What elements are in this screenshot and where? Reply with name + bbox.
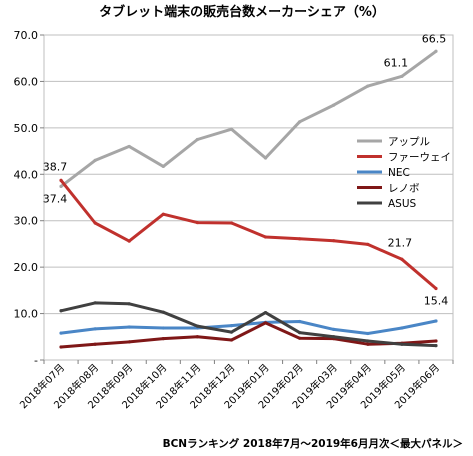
data-point <box>93 158 97 162</box>
data-point <box>298 120 302 124</box>
y-tick-label: 70.0 <box>14 29 39 42</box>
data-point <box>195 220 199 225</box>
data-point <box>332 239 336 243</box>
data-point <box>59 184 63 188</box>
legend-label: ASUS <box>388 198 417 210</box>
data-point <box>366 342 370 346</box>
data-point <box>332 103 336 107</box>
data-point <box>229 330 234 334</box>
y-axis: - 10.0 20.0 30.0 40.0 50.0 60.0 70.0 <box>14 29 44 367</box>
chart-title: タブレット端末の販売台数メーカーシェア（%） <box>99 4 385 20</box>
data-point <box>59 331 63 335</box>
data-point <box>434 49 438 53</box>
data-point <box>229 127 234 131</box>
data-point <box>229 221 234 225</box>
data-label: 38.7 <box>43 160 68 173</box>
data-point <box>195 137 199 142</box>
data-point <box>332 335 336 339</box>
data-labels: 37.4 61.1 66.5 38.7 21.7 15.4 <box>43 32 448 307</box>
data-point <box>332 327 336 331</box>
data-point <box>59 345 63 349</box>
y-tick-label: 40.0 <box>14 168 39 181</box>
y-tick-label: 60.0 <box>14 75 39 88</box>
data-point <box>127 239 131 243</box>
data-label: 37.4 <box>43 192 68 205</box>
series-line <box>59 178 438 290</box>
data-point <box>229 338 234 342</box>
plot-area <box>43 34 454 361</box>
data-point <box>59 309 63 313</box>
x-axis: 2018年07月2018年08月2018年09月2018年10月2018年11月… <box>17 360 454 411</box>
legend-label: レノボ <box>388 183 420 195</box>
y-tick-label: - <box>34 354 38 367</box>
series-lines <box>59 49 438 349</box>
data-point <box>366 84 370 88</box>
data-point <box>127 144 131 149</box>
legend-label: NEC <box>388 167 410 179</box>
data-point <box>161 164 165 168</box>
data-point <box>400 74 404 78</box>
data-label: 15.4 <box>424 295 449 308</box>
series-line <box>59 49 438 188</box>
data-point <box>400 326 404 330</box>
data-point <box>298 336 302 340</box>
data-label: 66.5 <box>422 32 447 45</box>
data-point <box>366 331 370 336</box>
data-point <box>195 324 199 328</box>
data-point <box>161 310 165 314</box>
data-point <box>263 311 268 315</box>
data-point <box>161 337 165 341</box>
data-point <box>434 319 438 323</box>
data-point <box>263 235 268 239</box>
y-tick-label: 10.0 <box>14 308 39 321</box>
data-point <box>434 286 438 291</box>
data-point <box>161 326 165 330</box>
plot-border <box>43 34 454 361</box>
data-point <box>298 237 302 241</box>
source-note: BCNランキング 2018年7月～2019年6月月次＜最大パネル＞ <box>163 437 463 450</box>
series-line <box>59 321 438 349</box>
data-point <box>161 212 165 216</box>
data-point <box>93 342 97 346</box>
data-point <box>195 335 199 339</box>
data-point <box>263 156 268 160</box>
series-line <box>59 301 438 348</box>
data-point <box>127 302 131 306</box>
data-label: 21.7 <box>388 236 413 249</box>
data-point <box>59 178 63 182</box>
y-tick-label: 30.0 <box>14 215 39 228</box>
data-point <box>127 325 131 329</box>
y-tick-label: 50.0 <box>14 122 39 135</box>
legend-label: アップル <box>388 136 430 148</box>
data-point <box>400 257 404 261</box>
data-point <box>400 342 404 346</box>
y-tick-label: 20.0 <box>14 261 39 274</box>
data-point <box>434 339 438 343</box>
data-point <box>229 324 234 328</box>
data-point <box>366 242 370 246</box>
data-point <box>93 221 97 225</box>
data-point <box>93 327 97 331</box>
data-point <box>298 319 302 324</box>
legend-label: ファーウェイ <box>388 152 451 164</box>
data-point <box>93 301 97 305</box>
data-label: 61.1 <box>384 56 409 69</box>
data-point <box>127 340 131 344</box>
data-point <box>263 321 268 325</box>
data-point <box>366 339 370 343</box>
data-point <box>434 344 438 348</box>
data-point <box>298 331 302 335</box>
